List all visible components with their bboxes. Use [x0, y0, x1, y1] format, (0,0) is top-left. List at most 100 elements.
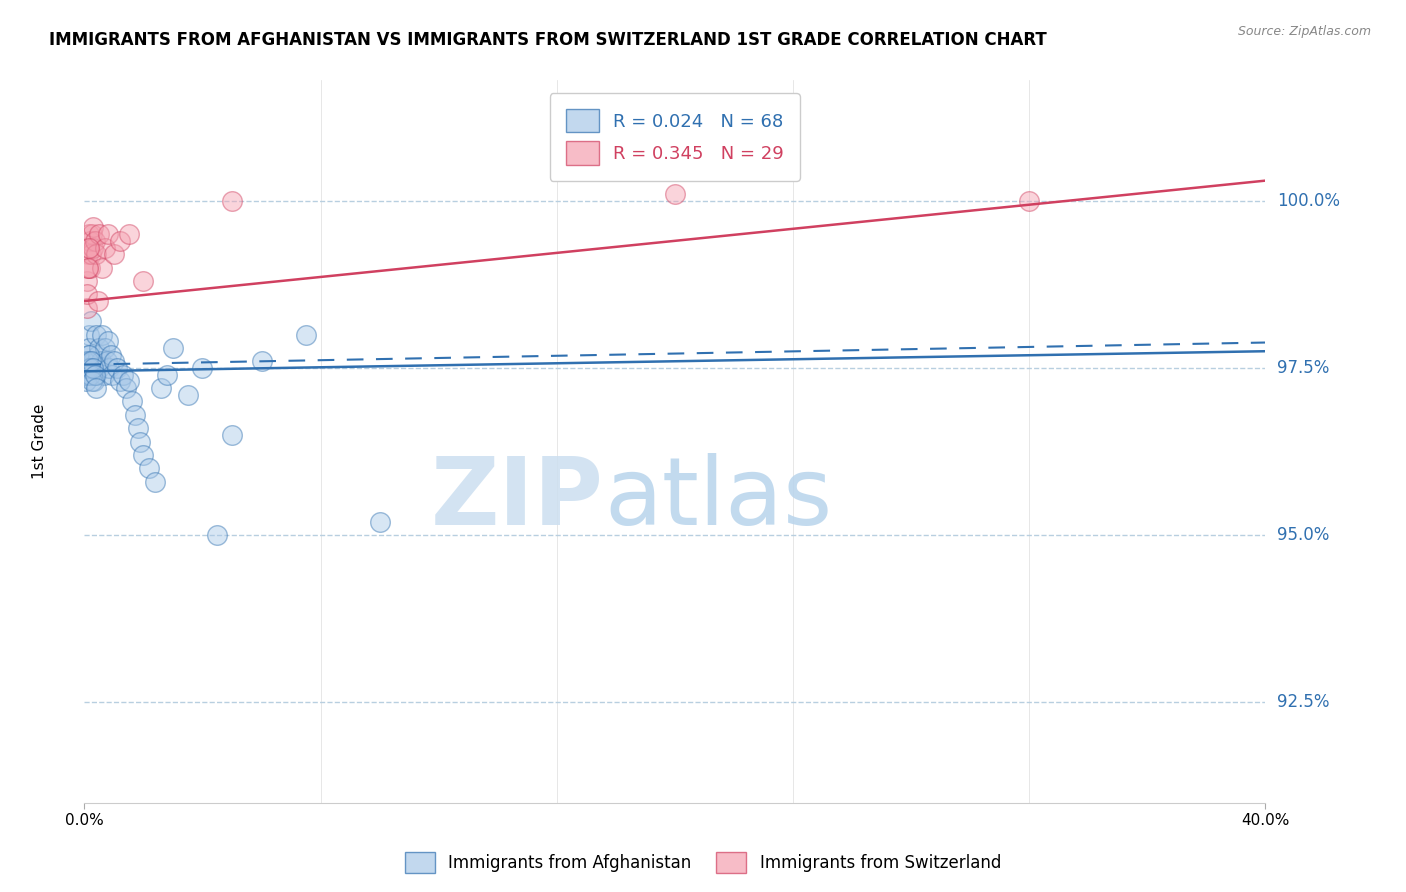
Point	[111, 368, 134, 382]
Point	[91, 327, 114, 342]
Point	[100, 347, 122, 361]
Point	[1018, 194, 1040, 208]
Text: 92.5%: 92.5%	[1277, 693, 1330, 712]
Text: 100.0%: 100.0%	[1277, 192, 1340, 210]
Point	[664, 187, 686, 202]
Point	[75, 368, 97, 382]
Text: atlas: atlas	[605, 453, 832, 545]
Point	[80, 374, 103, 388]
Point	[79, 360, 101, 375]
Point	[83, 368, 105, 382]
Point	[156, 368, 179, 382]
Point	[77, 347, 100, 361]
Point	[79, 368, 101, 382]
Point	[132, 448, 155, 462]
Point	[76, 287, 98, 301]
Point	[77, 227, 100, 241]
Point	[77, 341, 100, 355]
Point	[94, 240, 117, 254]
Point	[87, 360, 110, 375]
Point	[84, 327, 107, 342]
Text: ZIP: ZIP	[432, 453, 605, 545]
Point	[84, 368, 107, 382]
Point	[191, 360, 214, 375]
Point	[77, 247, 100, 261]
Point	[108, 234, 131, 248]
Point	[75, 374, 97, 388]
Point	[82, 360, 104, 375]
Point	[77, 354, 100, 368]
Point	[86, 293, 108, 308]
Point	[138, 461, 160, 475]
Point	[143, 475, 166, 489]
Point	[87, 227, 111, 241]
Point	[87, 341, 111, 355]
Point	[105, 360, 128, 375]
Point	[76, 301, 98, 315]
Point	[86, 354, 108, 368]
Point	[83, 360, 105, 375]
Point	[207, 528, 229, 542]
Point	[75, 354, 97, 368]
Point	[162, 341, 184, 355]
Point	[101, 368, 124, 382]
Text: 1st Grade: 1st Grade	[32, 404, 46, 479]
Point	[114, 381, 136, 395]
Point	[124, 408, 146, 422]
Point	[103, 247, 125, 261]
Point	[80, 247, 103, 261]
Point	[118, 227, 141, 241]
Point	[80, 368, 103, 382]
Point	[84, 247, 107, 261]
Point	[127, 421, 149, 435]
Point	[77, 240, 100, 254]
Point	[76, 368, 98, 382]
Text: 97.5%: 97.5%	[1277, 359, 1330, 377]
Point	[295, 327, 318, 342]
Point	[150, 381, 173, 395]
Point	[76, 360, 98, 375]
Point	[80, 314, 103, 328]
Point	[221, 194, 243, 208]
Point	[79, 240, 101, 254]
Point	[82, 360, 104, 375]
Point	[77, 347, 100, 361]
Text: Source: ZipAtlas.com: Source: ZipAtlas.com	[1237, 25, 1371, 38]
Point	[76, 360, 98, 375]
Point	[177, 387, 200, 401]
Point	[76, 354, 98, 368]
Point	[76, 360, 98, 375]
Point	[83, 234, 105, 248]
Point	[93, 368, 115, 382]
Point	[76, 260, 98, 275]
Point	[94, 341, 117, 355]
Point	[86, 347, 108, 361]
Legend: R = 0.024   N = 68, R = 0.345   N = 29: R = 0.024 N = 68, R = 0.345 N = 29	[550, 93, 800, 181]
Point	[77, 327, 100, 342]
Point	[82, 220, 104, 235]
Point	[84, 381, 107, 395]
Point	[80, 354, 103, 368]
Point	[77, 368, 100, 382]
Point	[82, 354, 104, 368]
Point	[98, 360, 121, 375]
Point	[221, 427, 243, 442]
Point	[129, 434, 152, 449]
Point	[250, 354, 273, 368]
Point	[79, 260, 101, 275]
Point	[97, 227, 120, 241]
Point	[79, 234, 101, 248]
Point	[132, 274, 155, 288]
Legend: Immigrants from Afghanistan, Immigrants from Switzerland: Immigrants from Afghanistan, Immigrants …	[398, 846, 1008, 880]
Point	[368, 515, 391, 529]
Point	[96, 354, 118, 368]
Text: 95.0%: 95.0%	[1277, 526, 1330, 544]
Point	[77, 260, 100, 275]
Point	[82, 240, 104, 254]
Point	[79, 360, 101, 375]
Point	[97, 334, 120, 348]
Point	[91, 260, 114, 275]
Point	[76, 274, 98, 288]
Point	[121, 394, 143, 409]
Point	[118, 374, 141, 388]
